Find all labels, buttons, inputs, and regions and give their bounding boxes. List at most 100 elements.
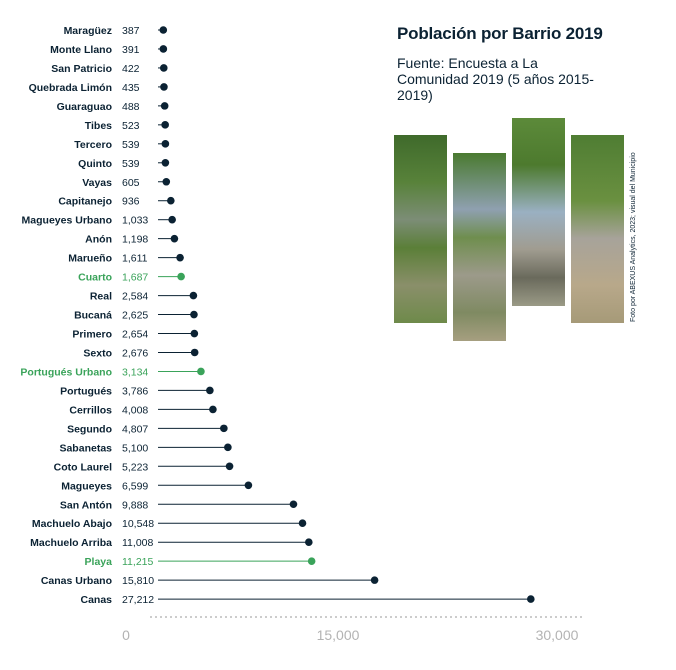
category-label-tibes: Tibes: [85, 120, 112, 132]
category-label-quinto: Quinto: [78, 158, 112, 170]
dot-tercero: [161, 140, 170, 148]
dot-quinto: [161, 158, 170, 167]
category-label-marueno: Marueño: [68, 253, 112, 265]
value-label-cerrillos: 4,008: [122, 404, 148, 416]
value-label-maraguez: 387: [122, 25, 140, 37]
photo-strip-2: [453, 153, 506, 341]
dot-maraguez: [159, 26, 168, 34]
value-label-playa: 11,215: [122, 556, 153, 568]
category-label-machuelo-arriba: Machuelo Arriba: [30, 537, 112, 549]
category-label-sexto: Sexto: [83, 347, 112, 359]
dot-canas-urbano: [370, 576, 379, 584]
dot-guaraguao: [160, 102, 169, 110]
category-label-anon: Anón: [85, 234, 112, 246]
chart-title: Población por Barrio 2019: [397, 24, 603, 43]
x-tick-label-1: 15,000: [317, 627, 360, 643]
value-label-bucana: 2,625: [122, 310, 148, 322]
value-label-cuarto: 1,687: [122, 272, 148, 284]
x-tick-label-2: 30,000: [536, 627, 579, 643]
value-label-portugues: 3,786: [122, 385, 148, 397]
category-label-segundo: Segundo: [67, 423, 112, 435]
photo-credit: Foto por ABEXUS Analytics, 2023; visual …: [630, 152, 637, 322]
dot-magueyes-urbano: [168, 215, 176, 224]
category-label-real: Real: [90, 291, 112, 303]
dot-quebrada-limon: [160, 83, 168, 91]
category-label-canas: Canas: [80, 594, 112, 606]
category-label-san-patricio: San Patricio: [51, 63, 112, 75]
value-label-tercero: 539: [122, 139, 140, 151]
value-label-magueyes: 6,599: [122, 480, 148, 492]
value-label-segundo: 4,807: [122, 423, 148, 435]
category-label-san-anton: San Antón: [60, 499, 112, 511]
category-label-canas-urbano: Canas Urbano: [41, 575, 112, 587]
value-label-canas-urbano: 15,810: [122, 575, 154, 587]
category-label-tercero: Tercero: [74, 139, 112, 151]
dot-real: [189, 291, 198, 300]
dot-tibes: [161, 121, 169, 129]
dot-magueyes: [244, 481, 253, 490]
category-label-cerrillos: Cerrillos: [69, 404, 112, 416]
dot-playa: [307, 557, 316, 565]
value-label-san-anton: 9,888: [122, 499, 148, 511]
dot-segundo: [220, 424, 228, 433]
category-label-maraguez: Maragüez: [64, 25, 112, 37]
dot-vayas: [162, 177, 171, 186]
value-label-quebrada-limon: 435: [122, 82, 140, 94]
dot-bucana: [190, 310, 198, 319]
dot-monte-llano: [159, 45, 168, 53]
x-tick-label-0: 0: [122, 627, 130, 643]
category-label-vayas: Vayas: [82, 177, 112, 189]
category-label-portugues: Portugués: [60, 385, 112, 397]
dot-portugues: [206, 386, 214, 395]
value-label-guaraguao: 488: [122, 101, 140, 113]
dot-capitanejo: [167, 196, 175, 205]
value-label-capitanejo: 936: [122, 196, 140, 208]
dot-sabanetas: [224, 443, 232, 452]
category-label-magueyes-urbano: Magueyes Urbano: [22, 215, 112, 227]
value-label-machuelo-arriba: 11,008: [122, 537, 153, 549]
value-label-san-patricio: 422: [122, 63, 140, 75]
value-label-machuelo-abajo: 10,548: [122, 518, 154, 530]
dot-portugues-urbano: [197, 367, 205, 376]
chart-subtitle: Fuente: Encuesta a La Comunidad 2019 (5 …: [397, 55, 594, 103]
dot-san-patricio: [159, 64, 168, 72]
value-label-portugues-urbano: 3,134: [122, 366, 148, 378]
value-label-vayas: 605: [122, 177, 140, 189]
photo-strip-3: [512, 118, 565, 306]
dot-anon: [170, 234, 179, 243]
category-label-capitanejo: Capitanejo: [58, 196, 112, 208]
dot-cuarto: [177, 272, 185, 281]
category-label-playa: Playa: [85, 556, 113, 568]
value-label-primero: 2,654: [122, 329, 148, 341]
value-label-quinto: 539: [122, 158, 140, 170]
category-label-coto-laurel: Coto Laurel: [54, 461, 112, 473]
category-label-magueyes: Magueyes: [61, 480, 112, 492]
dot-coto-laurel: [225, 462, 234, 471]
category-label-sabanetas: Sabanetas: [59, 442, 112, 454]
dot-machuelo-arriba: [305, 538, 313, 546]
category-label-primero: Primero: [72, 329, 112, 341]
value-label-anon: 1,198: [122, 234, 148, 246]
photo-strip-1: [394, 135, 447, 323]
value-label-magueyes-urbano: 1,033: [122, 215, 148, 227]
value-label-sabanetas: 5,100: [122, 442, 148, 454]
value-label-monte-llano: 391: [122, 44, 140, 56]
value-label-marueno: 1,611: [122, 253, 148, 265]
dot-marueno: [176, 253, 184, 262]
dot-canas: [527, 595, 535, 603]
category-label-monte-llano: Monte Llano: [50, 44, 112, 56]
dot-san-anton: [289, 500, 298, 509]
dot-cerrillos: [209, 405, 217, 414]
value-label-sexto: 2,676: [122, 347, 148, 359]
dot-primero: [190, 329, 199, 338]
category-label-guaraguao: Guaraguao: [57, 101, 112, 113]
value-label-real: 2,584: [122, 291, 148, 303]
dot-machuelo-abajo: [298, 519, 307, 528]
photo-strip-4: [571, 135, 624, 323]
dot-sexto: [190, 348, 199, 357]
category-label-cuarto: Cuarto: [78, 272, 112, 284]
value-label-canas: 27,212: [122, 594, 154, 606]
category-label-bucana: Bucaná: [74, 310, 112, 322]
category-label-portugues-urbano: Portugués Urbano: [20, 366, 112, 378]
